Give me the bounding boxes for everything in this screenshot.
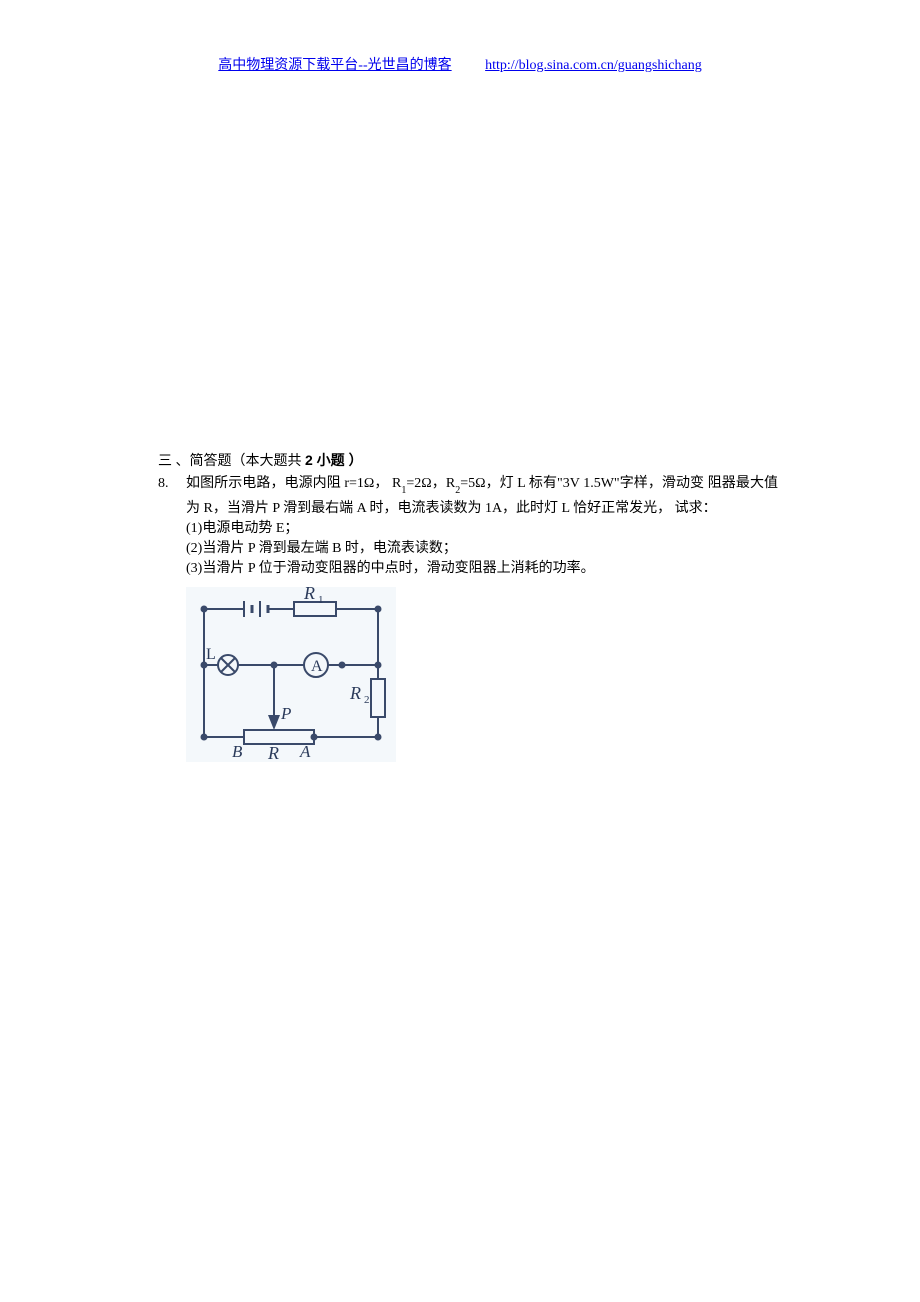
header-link-blog[interactable]: 高中物理资源下载平台--光世昌的博客 (218, 58, 451, 73)
label-A-bottom: A (299, 742, 311, 761)
circuit-diagram: L R 1 A R 2 P B R A (186, 587, 778, 762)
label-R: R (267, 743, 279, 762)
q-line1-p2: =2Ω，R (406, 476, 455, 491)
circuit-svg: L R 1 A R 2 P B R A (186, 587, 396, 762)
label-L: L (206, 646, 216, 663)
sub-question-2: (2)当滑片 P 滑到最左端 B 时，电流表读数； (186, 539, 778, 559)
q-line3: 试求： (675, 501, 717, 516)
q-line1-p1: 如图所示电路，电源内阻 r=1Ω， R (186, 476, 401, 491)
section-prefix: 三 、简答题（本大题共 (158, 454, 305, 469)
content-area: 三 、简答题（本大题共 2 小题 ） 8. 如图所示电路，电源内阻 r=1Ω， … (158, 450, 778, 762)
sub-question-3: (3)当滑片 P 位于滑动变阻器的中点时，滑动变阻器上消耗的功率。 (186, 559, 778, 579)
section-title: 三 、简答题（本大题共 2 小题 ） (158, 450, 778, 470)
label-R1-sub: 1 (318, 594, 324, 606)
question-block: 8. 如图所示电路，电源内阻 r=1Ω， R1=2Ω，R2=5Ω，灯 L 标有"… (158, 474, 778, 519)
question-text: 如图所示电路，电源内阻 r=1Ω， R1=2Ω，R2=5Ω，灯 L 标有"3V … (186, 474, 778, 519)
header-link-url[interactable]: http://blog.sina.com.cn/guangshichang (485, 58, 702, 73)
question-number: 8. (158, 474, 186, 519)
label-ammeter: A (311, 658, 323, 675)
section-suffix: 小题 ） (313, 452, 363, 468)
sub-question-1: (1)电源电动势 E； (186, 519, 778, 539)
q-line1-s2: 2 (455, 485, 460, 496)
q-line1-p3: =5Ω，灯 L 标有"3V 1.5W"字样，滑动变 (460, 476, 704, 491)
page-header: 高中物理资源下载平台--光世昌的博客 http://blog.sina.com.… (0, 54, 920, 74)
label-R2-sub: 2 (364, 694, 370, 706)
q-line1-s1: 1 (401, 485, 406, 496)
section-count: 2 (305, 452, 313, 468)
label-B: B (232, 742, 243, 761)
label-P: P (280, 704, 291, 723)
label-R2: R (349, 683, 361, 703)
label-R1: R (303, 587, 315, 603)
